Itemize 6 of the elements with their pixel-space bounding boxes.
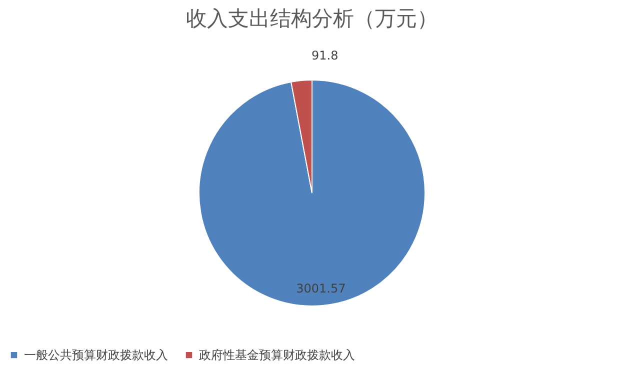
- pie-slice: [198, 80, 426, 306]
- legend-label: 政府性基金预算财政拨款收入: [199, 348, 355, 362]
- legend-label: 一般公共预算财政拨款收入: [24, 348, 168, 362]
- chart-title: 收入支出结构分析（万元）: [186, 6, 438, 31]
- data-label: 3001.57: [296, 281, 346, 296]
- data-label: 91.8: [311, 48, 338, 63]
